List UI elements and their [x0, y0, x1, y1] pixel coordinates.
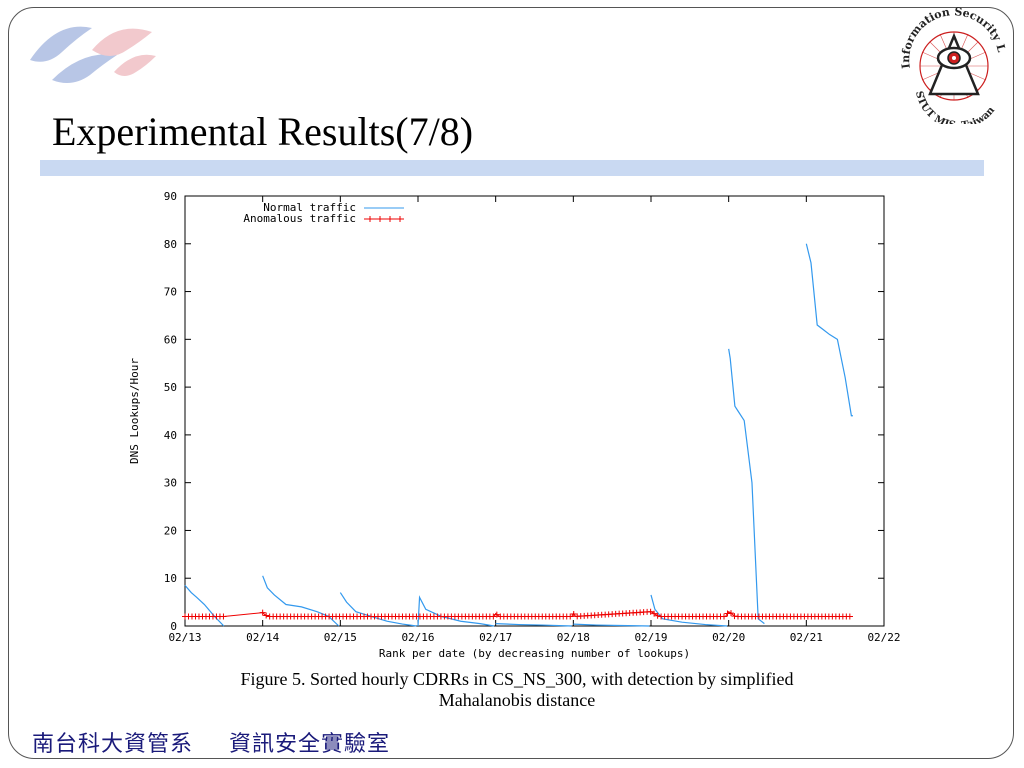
footer-department: 南台科大資管系: [32, 732, 194, 757]
x-tick-label: 02/15: [324, 631, 357, 644]
chart-frame-layer: [184, 195, 885, 627]
anomalous-traffic-point: [493, 611, 500, 618]
slide-frame: [8, 7, 1014, 759]
legend-label: Normal traffic: [263, 201, 356, 214]
lab-seal-logo: Information Security Lab. STUT MIS, Taiw…: [890, 6, 1008, 124]
x-tick-label: 02/16: [401, 631, 434, 644]
x-tick-label: 02/20: [712, 631, 745, 644]
plot-border: [184, 195, 885, 627]
caption-line-2: Mahalanobis distance: [438, 690, 596, 710]
anomalous-traffic-point: [263, 612, 270, 619]
x-tick-label: 02/14: [246, 631, 279, 644]
anomalous-traffic-line: [185, 610, 853, 617]
x-tick-label: 02/17: [479, 631, 512, 644]
normal-traffic-line: [417, 595, 495, 627]
y-tick-label: 80: [164, 238, 177, 251]
decorative-swoosh-logo: [30, 26, 156, 84]
anomalous-traffic-point: [490, 613, 497, 620]
normal-traffic-line: [184, 584, 225, 627]
y-tick-label: 70: [164, 286, 177, 299]
x-axis-label: Rank per date (by decreasing number of l…: [379, 647, 690, 660]
normal-traffic-line: [495, 623, 572, 627]
anomalous-traffic-point: [651, 610, 658, 617]
normal-traffic-line: [728, 348, 765, 625]
figure-caption: Figure 5. Sorted hourly CDRRs in CS_NS_3…: [112, 669, 922, 711]
normal-traffic-line: [262, 575, 340, 627]
footer-lab-name: 南台科大資管系 資訊安全實驗室: [32, 726, 390, 758]
y-tick-label: 50: [164, 381, 177, 394]
legend-marker: [367, 216, 373, 222]
x-tick-label: 02/22: [867, 631, 900, 644]
legend-marker: [397, 216, 403, 222]
anomalous-traffic-point: [846, 613, 853, 620]
anomalous-traffic-point: [727, 610, 734, 617]
normal-traffic-line: [650, 594, 728, 627]
x-tick-label: 02/13: [168, 631, 201, 644]
x-tick-label: 02/19: [634, 631, 667, 644]
dns-lookups-chart: 0 10 20 30 40 50 60 70 80 90 02/13 02/14 02/15 02/16 0…: [128, 190, 900, 660]
footer-lab: 資訊安全實驗室: [229, 732, 391, 757]
anomalous-traffic-point: [220, 613, 227, 620]
legend-marker: [377, 216, 383, 222]
caption-line-1: Figure 5. Sorted hourly CDRRs in CS_NS_3…: [240, 669, 794, 689]
x-tick-label: 02/21: [790, 631, 823, 644]
normal-traffic-line: [573, 623, 650, 627]
y-axis-label: DNS Lookups/Hour: [128, 358, 141, 464]
anomalous-traffic-point: [647, 608, 654, 615]
anomalous-traffic-point: [567, 613, 574, 620]
chart-ticks-layer: 0 10 20 30 40 50 60 70 80 90 02/13 02/14 02/15 02/16 0…: [164, 190, 900, 644]
y-tick-label: 60: [164, 333, 177, 346]
anomalous-traffic-point: [721, 613, 728, 620]
legend-label: Anomalous traffic: [243, 212, 356, 225]
title-accent-bar: [40, 160, 984, 176]
anomalous-traffic-point: [259, 609, 266, 616]
chart-series-layer: [182, 243, 853, 627]
y-tick-label: 10: [164, 572, 177, 585]
y-tick-label: 0: [170, 620, 177, 633]
x-tick-label: 02/18: [557, 631, 590, 644]
slide-title: Experimental Results(7/8): [52, 109, 474, 154]
normal-traffic-line: [805, 243, 853, 417]
normal-traffic-line: [339, 592, 417, 627]
y-tick-label: 40: [164, 429, 177, 442]
y-tick-label: 20: [164, 524, 177, 537]
legend-marker: [387, 216, 393, 222]
y-tick-label: 30: [164, 477, 177, 490]
y-tick-label: 90: [164, 190, 177, 203]
anomalous-traffic-point: [654, 612, 661, 619]
anomalous-traffic-point: [570, 611, 577, 618]
